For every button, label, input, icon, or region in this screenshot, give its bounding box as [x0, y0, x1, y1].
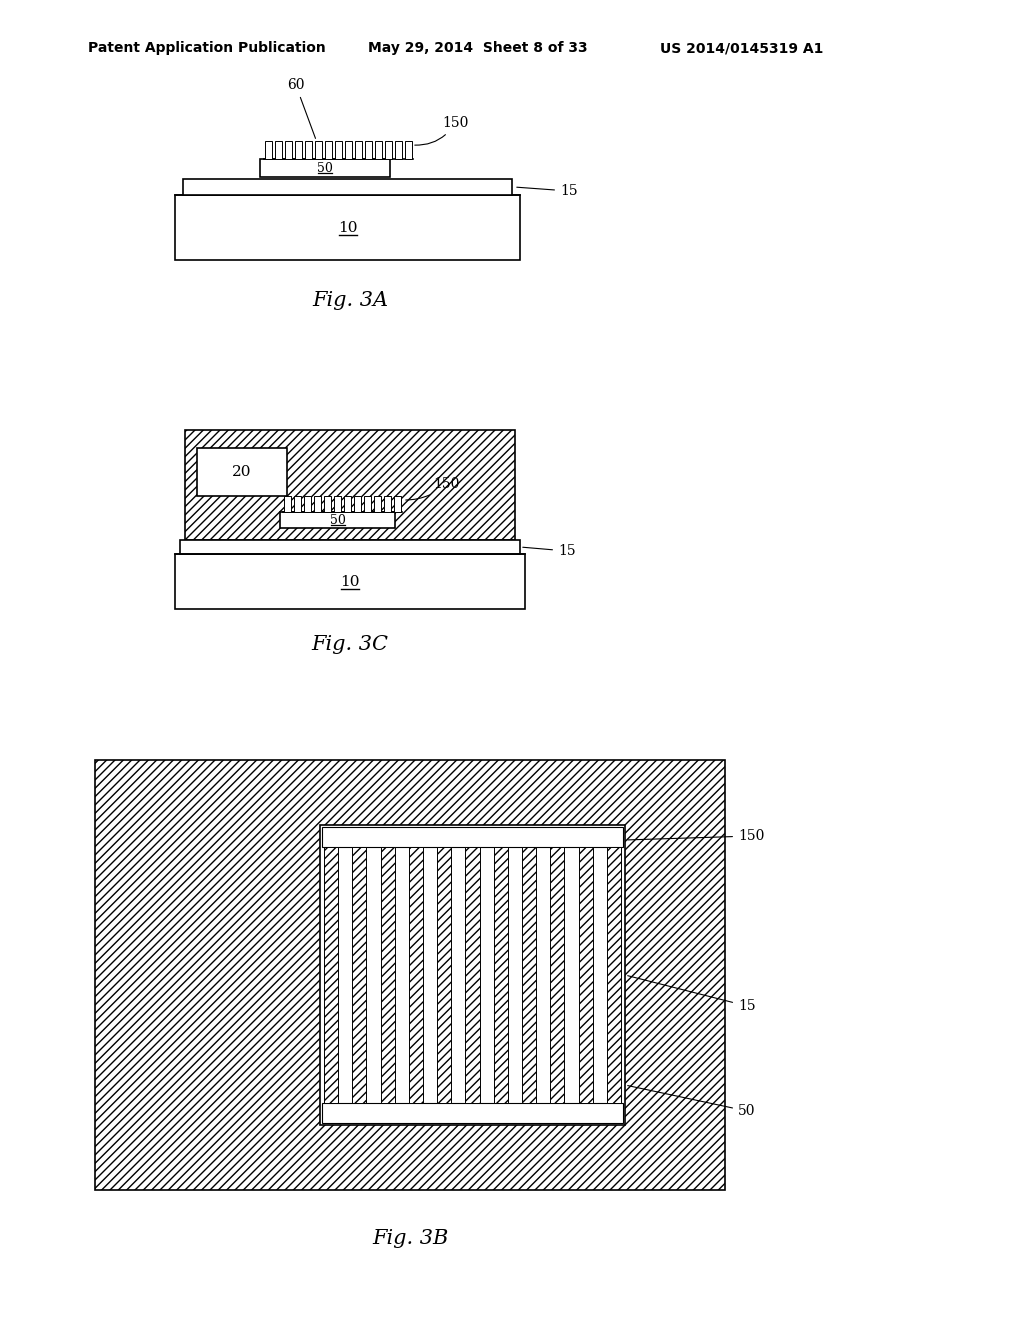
Bar — [304, 496, 311, 512]
Bar — [384, 496, 391, 512]
Bar — [344, 496, 351, 512]
Text: 150: 150 — [415, 116, 468, 145]
Bar — [314, 496, 321, 512]
Bar — [183, 180, 512, 195]
Text: US 2014/0145319 A1: US 2014/0145319 A1 — [660, 41, 823, 55]
Text: Patent Application Publication: Patent Application Publication — [88, 41, 326, 55]
Bar — [322, 1104, 623, 1123]
Bar — [175, 195, 520, 260]
Text: 15: 15 — [628, 975, 756, 1012]
Text: Fig. 3A: Fig. 3A — [312, 290, 388, 309]
Bar — [381, 847, 394, 1104]
Bar — [280, 512, 395, 528]
Bar — [364, 496, 371, 512]
Bar — [285, 141, 292, 158]
Bar — [295, 141, 302, 158]
Bar — [375, 141, 382, 158]
Bar — [466, 847, 479, 1104]
Bar — [352, 847, 367, 1104]
Bar — [185, 430, 515, 540]
Text: 60: 60 — [287, 78, 315, 139]
Bar — [197, 447, 287, 496]
Bar — [409, 847, 423, 1104]
Bar — [354, 496, 361, 512]
Bar — [180, 540, 520, 554]
Bar — [550, 847, 564, 1104]
Bar — [494, 847, 508, 1104]
Bar — [324, 496, 331, 512]
Bar — [437, 847, 452, 1104]
Bar — [95, 760, 725, 1191]
Bar — [284, 496, 291, 512]
Text: 150: 150 — [406, 477, 460, 500]
Text: 50: 50 — [317, 161, 333, 174]
Bar — [385, 141, 392, 158]
Bar — [395, 141, 402, 158]
Bar — [294, 496, 301, 512]
Bar — [325, 141, 332, 158]
Text: 10: 10 — [338, 220, 357, 235]
Text: Fig. 3C: Fig. 3C — [311, 635, 388, 653]
Bar — [315, 141, 322, 158]
Bar — [355, 141, 362, 158]
Bar — [345, 141, 352, 158]
Bar — [322, 828, 623, 847]
Bar — [275, 141, 282, 158]
Bar — [319, 825, 625, 1125]
Bar — [394, 496, 401, 512]
Bar — [406, 141, 412, 158]
Text: 20: 20 — [232, 465, 252, 479]
Bar — [522, 847, 537, 1104]
Bar — [175, 554, 525, 609]
Text: 50: 50 — [628, 1085, 756, 1118]
Text: Fig. 3B: Fig. 3B — [372, 1229, 449, 1247]
Text: 10: 10 — [340, 574, 359, 589]
Bar — [365, 141, 372, 158]
Bar — [374, 496, 381, 512]
Bar — [260, 158, 390, 177]
Text: 15: 15 — [523, 544, 575, 558]
Bar — [579, 847, 593, 1104]
Bar — [334, 496, 341, 512]
Bar — [335, 141, 342, 158]
Bar — [324, 847, 338, 1104]
Text: 15: 15 — [517, 183, 578, 198]
Text: 50: 50 — [330, 513, 345, 527]
Bar — [607, 847, 621, 1104]
Bar — [265, 141, 272, 158]
Bar — [305, 141, 312, 158]
Text: May 29, 2014  Sheet 8 of 33: May 29, 2014 Sheet 8 of 33 — [368, 41, 588, 55]
Text: 150: 150 — [628, 829, 764, 843]
